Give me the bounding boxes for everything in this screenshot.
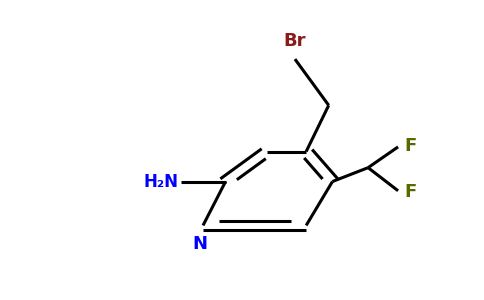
Text: N: N <box>193 235 208 253</box>
Text: F: F <box>405 137 417 155</box>
Text: Br: Br <box>284 32 306 50</box>
Text: H₂N: H₂N <box>144 172 179 190</box>
Text: F: F <box>405 183 417 201</box>
